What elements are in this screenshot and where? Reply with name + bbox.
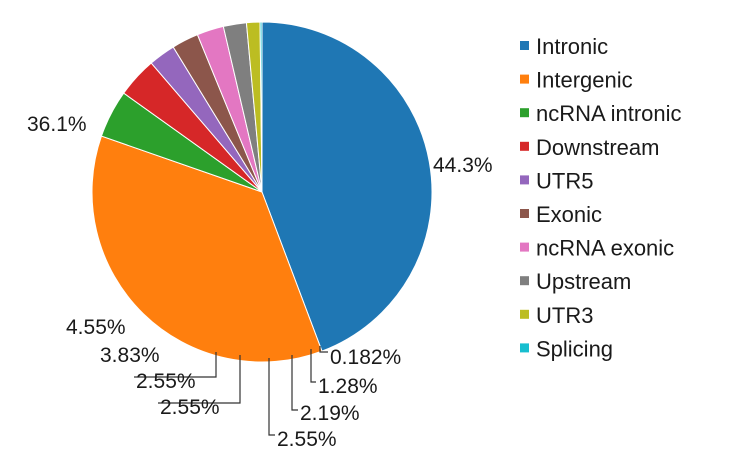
legend-item-ncrna-intronic: ncRNA intronic bbox=[520, 101, 682, 126]
legend-label-exonic: Exonic bbox=[536, 202, 602, 227]
legend-swatch-intergenic bbox=[520, 74, 529, 84]
legend-item-splicing: Splicing bbox=[520, 336, 613, 361]
legend-label-upstream: Upstream bbox=[536, 269, 631, 294]
data-label-intronic: 44.3% bbox=[433, 154, 493, 177]
legend-swatch-splicing bbox=[520, 343, 529, 353]
legend-item-upstream: Upstream bbox=[520, 269, 631, 294]
data-label-downstream: 3.83% bbox=[100, 344, 160, 367]
leader-line-utr3 bbox=[310, 349, 316, 383]
legend-label-intronic: Intronic bbox=[536, 34, 608, 59]
leader-line-exonic bbox=[158, 355, 241, 404]
data-label-utr5: 2.55% bbox=[136, 370, 196, 393]
data-label-utr3: 1.28% bbox=[318, 375, 378, 398]
data-labels: 44.3% 36.1% 4.55% 3.83% 2.55% 2.55% 2.55% 2.19%… bbox=[27, 113, 493, 451]
legend-label-ncrna-intronic: ncRNA intronic bbox=[536, 101, 682, 126]
legend-item-utr3: UTR3 bbox=[520, 303, 593, 328]
legend-label-utr3: UTR3 bbox=[536, 303, 593, 328]
legend-swatch-ncrna-intronic bbox=[520, 108, 529, 118]
legend-label-utr5: UTR5 bbox=[536, 168, 593, 193]
legend: Intronic Intergenic ncRNA intronic Downstre… bbox=[520, 34, 682, 361]
pie-slice-intronic bbox=[261, 21, 433, 352]
legend-swatch-utr3 bbox=[520, 309, 529, 319]
legend-item-utr5: UTR5 bbox=[520, 168, 593, 193]
leader-line-splicing bbox=[319, 346, 328, 353]
pie-slices bbox=[91, 21, 433, 363]
legend-swatch-ncrna-exonic bbox=[520, 242, 529, 252]
legend-label-ncrna-exonic: ncRNA exonic bbox=[536, 236, 674, 261]
legend-swatch-intronic bbox=[520, 41, 529, 50]
data-label-ncrna-intronic: 4.55% bbox=[66, 316, 126, 339]
data-label-upstream: 2.19% bbox=[300, 402, 360, 425]
legend-swatch-downstream bbox=[520, 141, 529, 151]
pie-slice-splicing bbox=[259, 21, 263, 193]
data-label-ncrna-exonic: 2.55% bbox=[277, 428, 337, 451]
data-label-splicing: 0.182% bbox=[330, 346, 401, 369]
leader-line-ncrna-exonic bbox=[268, 358, 275, 436]
legend-item-intergenic: Intergenic bbox=[520, 68, 633, 93]
pie-slice-intergenic bbox=[91, 135, 323, 363]
legend-item-exonic: Exonic bbox=[520, 202, 602, 227]
legend-label-splicing: Splicing bbox=[536, 336, 613, 361]
legend-swatch-upstream bbox=[520, 276, 529, 286]
leader-line-utr5 bbox=[134, 352, 217, 378]
legend-item-ncrna-exonic: ncRNA exonic bbox=[520, 236, 674, 261]
legend-item-downstream: Downstream bbox=[520, 135, 659, 160]
legend-item-intronic: Intronic bbox=[520, 34, 608, 59]
legend-swatch-utr5 bbox=[520, 175, 529, 185]
legend-swatch-exonic bbox=[520, 209, 529, 218]
data-label-intergenic: 36.1% bbox=[27, 113, 87, 136]
leader-line-upstream bbox=[291, 355, 298, 411]
data-label-exonic: 2.55% bbox=[160, 396, 220, 419]
legend-label-intergenic: Intergenic bbox=[536, 68, 633, 93]
legend-label-downstream: Downstream bbox=[536, 135, 659, 160]
